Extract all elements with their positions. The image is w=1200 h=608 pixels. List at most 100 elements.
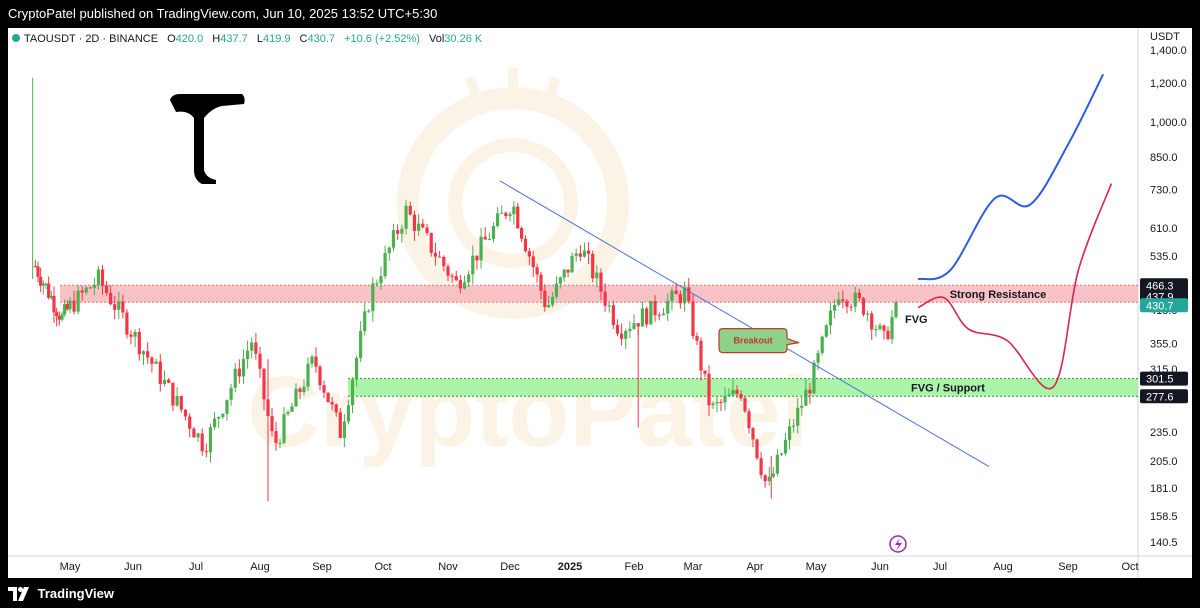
candle[interactable] xyxy=(645,308,649,325)
candle[interactable] xyxy=(624,331,628,339)
candle[interactable] xyxy=(208,427,213,453)
candle[interactable] xyxy=(504,212,508,217)
candle[interactable] xyxy=(63,304,67,315)
candle[interactable] xyxy=(57,315,61,320)
candle[interactable] xyxy=(674,290,678,295)
candle[interactable] xyxy=(429,233,433,253)
chart-area[interactable]: CryptoPatel Strong Resistance FVG / Suppo… xyxy=(8,28,1192,578)
candle[interactable] xyxy=(154,361,158,364)
candle[interactable] xyxy=(318,366,322,386)
candle[interactable] xyxy=(479,236,483,261)
candle[interactable] xyxy=(828,310,833,326)
candle[interactable] xyxy=(516,206,520,229)
candle[interactable] xyxy=(225,399,229,414)
candle[interactable] xyxy=(76,290,80,312)
candle[interactable] xyxy=(121,301,125,313)
candle[interactable] xyxy=(446,266,450,276)
candle[interactable] xyxy=(233,368,237,388)
candle[interactable] xyxy=(125,312,129,335)
candle[interactable] xyxy=(354,357,359,380)
candle[interactable] xyxy=(543,290,547,308)
candle[interactable] xyxy=(687,287,691,302)
candle[interactable] xyxy=(562,269,566,278)
candle[interactable] xyxy=(52,296,56,313)
candle[interactable] xyxy=(866,313,870,315)
candle[interactable] xyxy=(670,290,674,301)
candle[interactable] xyxy=(508,214,512,217)
candle[interactable] xyxy=(475,255,479,261)
candle[interactable] xyxy=(636,323,640,327)
candle[interactable] xyxy=(306,363,310,387)
candle[interactable] xyxy=(483,236,487,240)
candle[interactable] xyxy=(379,276,383,284)
candle[interactable] xyxy=(282,414,286,443)
candle[interactable] xyxy=(787,426,792,440)
candle[interactable] xyxy=(539,274,543,291)
candle[interactable] xyxy=(820,336,824,354)
candle[interactable] xyxy=(512,206,516,215)
candle[interactable] xyxy=(196,433,200,438)
candle[interactable] xyxy=(849,306,853,308)
candle[interactable] xyxy=(326,392,330,403)
candle[interactable] xyxy=(55,312,59,316)
candle[interactable] xyxy=(707,373,711,406)
candle[interactable] xyxy=(237,368,241,377)
candle[interactable] xyxy=(158,361,162,385)
candle[interactable] xyxy=(808,389,812,394)
candle[interactable] xyxy=(462,282,467,289)
candle[interactable] xyxy=(454,276,458,281)
candle[interactable] xyxy=(346,405,351,422)
candle[interactable] xyxy=(812,362,816,394)
candle[interactable] xyxy=(212,418,217,428)
candle[interactable] xyxy=(632,323,636,329)
candle[interactable] xyxy=(322,385,326,393)
candle[interactable] xyxy=(574,253,578,256)
candle[interactable] xyxy=(68,300,72,310)
candle[interactable] xyxy=(607,305,611,307)
candle[interactable] xyxy=(217,416,221,419)
candle[interactable] xyxy=(735,389,739,394)
candle[interactable] xyxy=(367,311,371,313)
candle[interactable] xyxy=(550,296,555,305)
candle[interactable] xyxy=(330,402,334,405)
candle[interactable] xyxy=(870,313,874,330)
candle[interactable] xyxy=(400,228,404,234)
candle[interactable] xyxy=(192,428,196,438)
candle[interactable] xyxy=(408,205,412,215)
candle[interactable] xyxy=(241,359,246,377)
candle[interactable] xyxy=(767,476,771,482)
candle[interactable] xyxy=(175,396,179,406)
candle[interactable] xyxy=(558,277,562,284)
trendline[interactable] xyxy=(499,180,990,467)
candle[interactable] xyxy=(383,253,387,277)
candle[interactable] xyxy=(861,298,866,315)
candle[interactable] xyxy=(763,475,767,482)
candle[interactable] xyxy=(661,313,666,316)
candle[interactable] xyxy=(334,404,338,413)
candle[interactable] xyxy=(620,333,624,339)
candle[interactable] xyxy=(615,324,620,334)
candle[interactable] xyxy=(678,294,682,304)
breakout-callout[interactable] xyxy=(718,328,800,354)
candle[interactable] xyxy=(117,301,121,310)
candle[interactable] xyxy=(363,311,367,332)
candle[interactable] xyxy=(314,356,318,367)
candle[interactable] xyxy=(359,331,363,358)
candle[interactable] xyxy=(523,238,528,252)
candle[interactable] xyxy=(141,351,146,355)
candle[interactable] xyxy=(832,304,837,311)
candle[interactable] xyxy=(747,411,751,429)
candle[interactable] xyxy=(100,269,105,286)
candle[interactable] xyxy=(699,340,703,371)
candle[interactable] xyxy=(640,308,645,327)
candle[interactable] xyxy=(570,255,574,273)
candle[interactable] xyxy=(853,292,857,307)
candle[interactable] xyxy=(254,342,258,354)
candle[interactable] xyxy=(262,368,266,400)
candle[interactable] xyxy=(338,412,342,438)
candle[interactable] xyxy=(723,395,727,403)
candle[interactable] xyxy=(837,299,841,305)
candle[interactable] xyxy=(438,256,442,258)
candle[interactable] xyxy=(204,451,208,453)
resistance-zone[interactable] xyxy=(60,285,1138,303)
